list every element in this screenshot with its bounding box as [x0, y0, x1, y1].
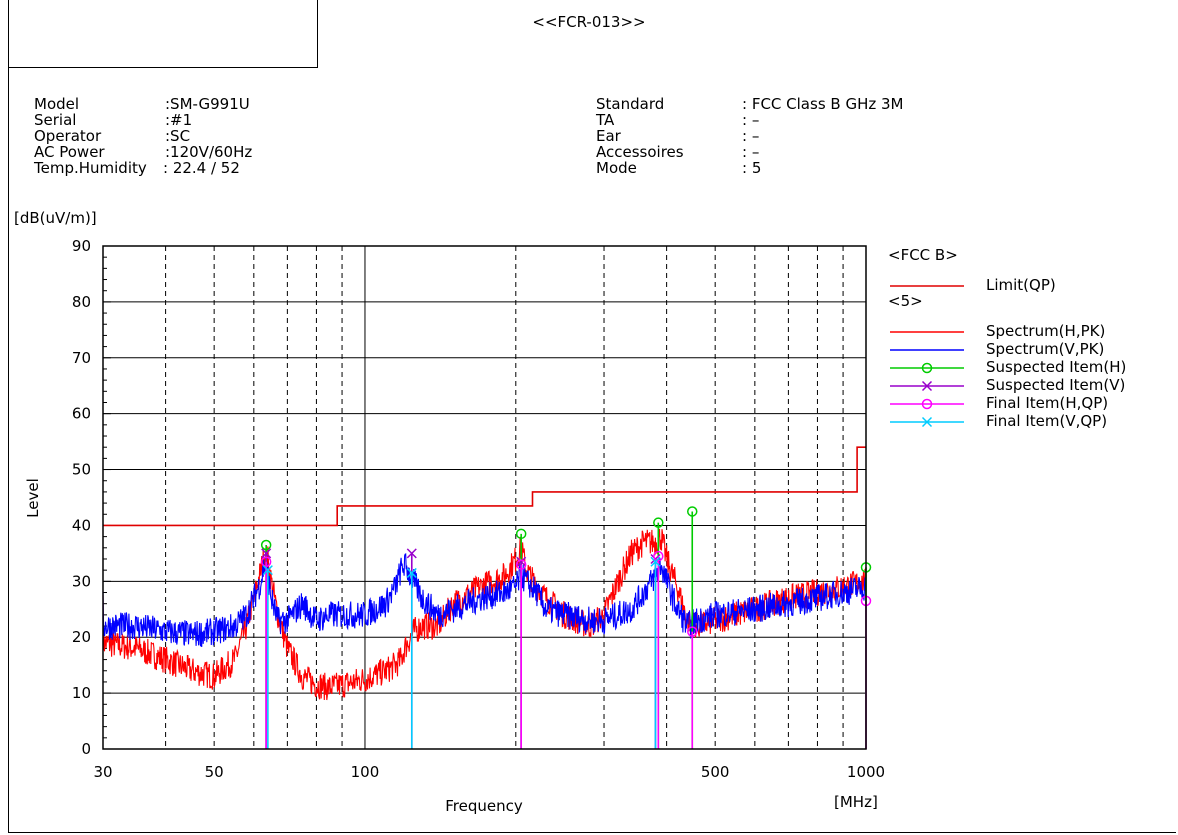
info-value-temp-humidity: : 22.4 / 52	[163, 159, 240, 177]
info-value-mode: : 5	[742, 159, 762, 177]
info-label-ear: Ear	[596, 127, 621, 145]
info-label-ta: TA	[596, 111, 615, 129]
legend-label-suspected-h: Suspected Item(H)	[986, 358, 1126, 376]
final-h-point	[687, 626, 698, 637]
limit-line	[103, 446, 866, 527]
legend-label-final-v: Final Item(V,QP)	[986, 412, 1107, 430]
final-h-point	[260, 556, 272, 568]
info-label-ac-power: AC Power	[34, 143, 105, 161]
legend-marker-suspected-v	[921, 380, 933, 392]
x-tick-label: 30	[93, 763, 112, 781]
legend-label-spectrum-h: Spectrum(H,PK)	[986, 322, 1105, 340]
report-frame	[8, 0, 1176, 833]
suspected-h-point	[515, 528, 527, 540]
info-label-standard: Standard	[596, 95, 665, 113]
plot-area	[102, 446, 872, 749]
suspected-h-point	[687, 506, 698, 517]
y-tick-label: 20	[72, 628, 91, 646]
y-unit-label: [dB(uV/m)]	[14, 209, 97, 227]
legend-label-limit: Limit(QP)	[986, 276, 1056, 294]
grid	[103, 245, 866, 750]
final-v-point	[650, 556, 661, 567]
y-tick-label: 30	[72, 572, 91, 590]
legend-marker-final-v	[921, 416, 933, 428]
final-v-point	[406, 567, 417, 578]
legend-marker-final-h	[921, 398, 933, 410]
info-value-operator: :SC	[165, 127, 191, 145]
legend-label-spectrum-v: Spectrum(V,PK)	[986, 340, 1104, 358]
y-tick-label: 0	[81, 740, 91, 758]
legend-label-suspected-v: Suspected Item(V)	[986, 376, 1125, 394]
y-tick-label: 50	[72, 461, 91, 479]
x-unit-label: [MHz]	[834, 793, 878, 811]
suspected-v-point	[406, 548, 417, 559]
info-value-standard: : FCC Class B GHz 3M	[742, 95, 904, 113]
y-tick-label: 70	[72, 349, 91, 367]
legend-group-fcc-b: <FCC B>	[888, 246, 958, 264]
y-tick-label: 10	[72, 684, 91, 702]
x-tick-label: 500	[701, 763, 730, 781]
legend: <FCC B> <5> Limit(QP) Spectrum(H,PK)Spect…	[888, 246, 1126, 430]
spectrum-v-line	[102, 553, 867, 648]
info-label-temp-humidity: Temp.Humidity	[34, 159, 147, 177]
info-label-operator: Operator	[34, 127, 102, 145]
info-value-ta: : –	[742, 111, 760, 129]
x-tick-label: 1000	[847, 763, 885, 781]
axes: Frequency Level 0 10 20 30 40 50 60 70 80 90 30 50 1…	[24, 237, 885, 815]
info-label-accessoires: Accessoires	[596, 143, 684, 161]
x-axis-label: Frequency	[445, 797, 523, 815]
info-value-ac-power: :120V/60Hz	[165, 143, 253, 161]
info-value-ear: : –	[742, 127, 760, 145]
info-value-serial: :#1	[165, 111, 193, 129]
y-tick-label: 90	[72, 237, 91, 255]
x-tick-label: 50	[205, 763, 224, 781]
final-v-point	[262, 565, 273, 576]
y-tick-label: 40	[72, 516, 91, 534]
legend-label-final-h: Final Item(H,QP)	[986, 394, 1108, 412]
x-tick-label: 100	[351, 763, 380, 781]
y-tick-label: 60	[72, 405, 91, 423]
report-id: <<FCR-013>>	[532, 13, 646, 31]
y-tick-label: 80	[72, 293, 91, 311]
suspected-h-point	[653, 517, 664, 528]
plot-border	[102, 245, 867, 750]
header-box	[8, 0, 318, 68]
suspected-v-point	[261, 548, 272, 559]
suspected-h-point	[260, 539, 272, 551]
info-value-accessoires: : –	[742, 143, 760, 161]
final-h-point	[515, 559, 527, 570]
legend-marker-suspected-h	[921, 362, 933, 374]
suspected-v-point	[516, 556, 527, 567]
info-label-serial: Serial	[34, 111, 77, 129]
legend-group-mode: <5>	[888, 292, 923, 310]
info-label-mode: Mode	[596, 159, 637, 177]
y-axis-label: Level	[24, 478, 42, 518]
final-h-point	[653, 550, 664, 562]
info-label-model: Model	[34, 95, 80, 113]
info-value-model: :SM-G991U	[165, 95, 250, 113]
